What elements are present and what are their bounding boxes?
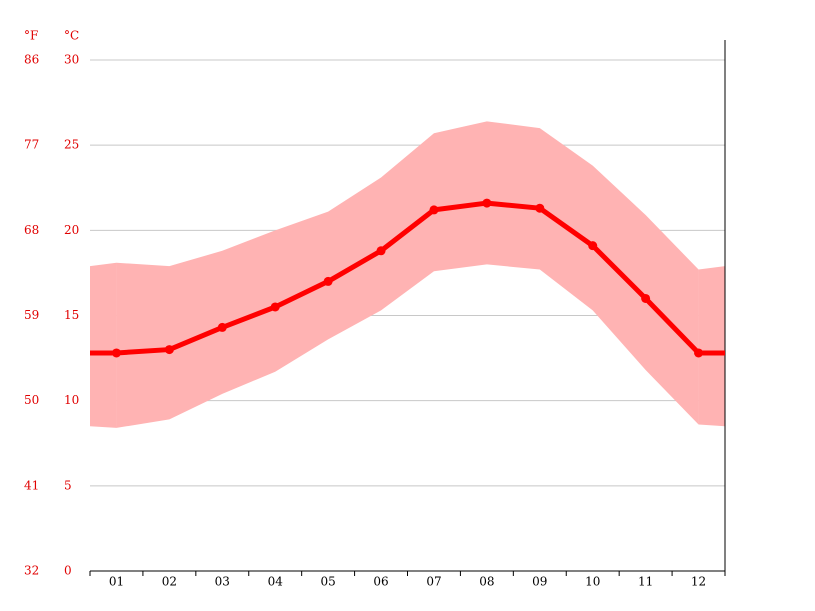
y2-tick-label: 77 [24,138,39,152]
y2-tick-label: 86 [24,53,39,67]
y2-tick-label: 32 [24,564,39,578]
x-tick-label: 04 [268,575,284,589]
data-point [111,348,121,358]
data-point [641,293,651,303]
y-tick-label: 25 [64,138,79,152]
y-tick-label: 30 [64,53,79,67]
y2-tick-label: 41 [24,478,39,492]
x-tick-label: 08 [479,575,494,589]
x-tick-label: 12 [691,575,706,589]
data-point [217,322,227,332]
mean-line [116,200,701,356]
data-point [482,198,492,208]
range-band-edge [698,266,725,427]
data-point [429,205,439,215]
x-tick-label: 07 [426,575,441,589]
x-tick-label: 02 [162,575,177,589]
y2-tick-label: 68 [24,223,39,237]
data-point [376,246,386,256]
range-band [116,121,699,428]
y-tick-label: 0 [64,564,72,578]
data-point [588,241,598,251]
y2-tick-label: 50 [24,393,39,407]
y-axis-label: °C [64,29,79,43]
y-tick-label: 20 [64,223,79,237]
x-tick-label: 10 [585,575,600,589]
data-point [164,345,174,355]
x-tick-label: 03 [215,575,230,589]
y2-tick-label: 59 [24,308,39,322]
x-tick-label: 01 [109,575,124,589]
y2-axis-label: °F [24,29,38,43]
data-point [535,203,545,213]
y-tick-label: 5 [64,478,72,492]
data-point [694,348,704,358]
x-tick-label: 11 [638,575,653,589]
x-tick-label: 05 [320,575,335,589]
data-point [323,276,333,286]
y-tick-label: 10 [64,393,79,407]
range-band-edge [90,262,117,428]
data-point [270,302,280,312]
y-tick-label: 15 [64,308,79,322]
x-tick-label: 09 [532,575,547,589]
x-tick-label: 06 [373,575,388,589]
